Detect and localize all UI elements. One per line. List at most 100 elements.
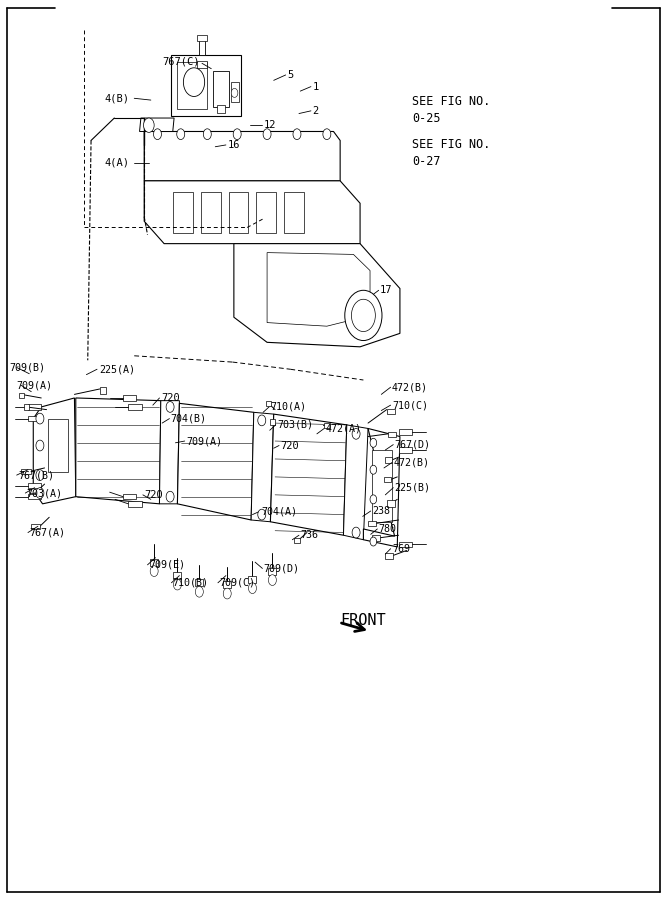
Text: 767(B): 767(B) bbox=[18, 470, 54, 480]
Bar bbox=[387, 500, 395, 508]
Bar bbox=[293, 538, 300, 544]
Bar bbox=[173, 572, 181, 580]
Bar bbox=[284, 193, 304, 233]
Text: 709(C): 709(C) bbox=[219, 578, 255, 588]
Bar bbox=[195, 580, 203, 587]
Circle shape bbox=[153, 129, 161, 140]
Circle shape bbox=[345, 291, 382, 340]
Polygon shape bbox=[144, 131, 340, 181]
Bar bbox=[197, 60, 207, 68]
Bar bbox=[128, 501, 141, 507]
Text: 225(A): 225(A) bbox=[99, 364, 135, 374]
Bar bbox=[21, 469, 31, 474]
Bar bbox=[372, 536, 380, 541]
Circle shape bbox=[370, 495, 377, 504]
Circle shape bbox=[36, 470, 44, 481]
Circle shape bbox=[293, 129, 301, 140]
Polygon shape bbox=[364, 428, 400, 547]
Bar bbox=[388, 432, 396, 437]
Text: 736: 736 bbox=[300, 530, 318, 540]
Bar bbox=[173, 193, 193, 233]
Bar bbox=[231, 82, 239, 102]
Text: 710(A): 710(A) bbox=[270, 402, 306, 412]
Text: 767(A): 767(A) bbox=[29, 527, 65, 537]
Polygon shape bbox=[267, 253, 370, 326]
Bar bbox=[223, 581, 231, 589]
Bar bbox=[399, 429, 412, 435]
Bar bbox=[99, 387, 106, 394]
Text: 709(D): 709(D) bbox=[263, 563, 299, 573]
Text: 225(B): 225(B) bbox=[395, 482, 431, 492]
Circle shape bbox=[233, 129, 241, 140]
Text: 780: 780 bbox=[379, 524, 397, 534]
Bar bbox=[128, 404, 141, 410]
Polygon shape bbox=[139, 118, 174, 131]
Circle shape bbox=[263, 129, 271, 140]
Circle shape bbox=[177, 129, 185, 140]
Bar bbox=[268, 568, 276, 575]
Text: 12: 12 bbox=[263, 121, 276, 130]
Bar bbox=[399, 542, 412, 547]
Bar bbox=[386, 457, 392, 463]
Bar bbox=[150, 559, 158, 566]
Polygon shape bbox=[270, 414, 347, 536]
Text: 703(A): 703(A) bbox=[27, 488, 63, 498]
Text: 5: 5 bbox=[287, 70, 293, 80]
Circle shape bbox=[370, 465, 377, 474]
Text: 0-27: 0-27 bbox=[412, 155, 440, 167]
Text: 17: 17 bbox=[380, 285, 392, 295]
Text: 720: 720 bbox=[144, 490, 163, 500]
Polygon shape bbox=[344, 425, 368, 540]
Text: 0-25: 0-25 bbox=[412, 112, 440, 124]
Bar bbox=[399, 447, 412, 453]
Text: 769: 769 bbox=[392, 544, 410, 554]
Circle shape bbox=[223, 589, 231, 598]
Bar bbox=[19, 392, 24, 398]
Text: 472(A): 472(A) bbox=[325, 424, 362, 434]
Circle shape bbox=[257, 415, 265, 426]
Circle shape bbox=[268, 575, 276, 586]
Text: 767(C): 767(C) bbox=[162, 57, 199, 67]
Bar bbox=[29, 488, 39, 493]
Text: 709(E): 709(E) bbox=[149, 560, 185, 570]
Circle shape bbox=[203, 129, 211, 140]
Bar bbox=[387, 409, 395, 414]
Text: 2: 2 bbox=[312, 106, 319, 116]
Circle shape bbox=[173, 580, 181, 590]
Text: 767(D): 767(D) bbox=[395, 439, 431, 450]
Bar bbox=[28, 404, 41, 410]
Circle shape bbox=[183, 68, 205, 96]
Bar bbox=[368, 521, 376, 526]
Circle shape bbox=[370, 537, 377, 546]
Text: 4(A): 4(A) bbox=[104, 158, 129, 168]
Bar bbox=[201, 193, 221, 233]
Circle shape bbox=[352, 527, 360, 538]
Bar bbox=[28, 494, 41, 500]
Polygon shape bbox=[177, 403, 253, 520]
Text: 4(B): 4(B) bbox=[104, 94, 129, 104]
Bar bbox=[28, 483, 41, 489]
Text: 710(B): 710(B) bbox=[173, 578, 209, 588]
Polygon shape bbox=[234, 244, 400, 346]
Text: 1: 1 bbox=[312, 82, 319, 92]
Bar bbox=[265, 400, 271, 406]
Circle shape bbox=[166, 401, 174, 412]
Text: SEE FIG NO.: SEE FIG NO. bbox=[412, 139, 490, 151]
Bar bbox=[171, 55, 241, 116]
Bar bbox=[123, 494, 136, 500]
Bar bbox=[386, 554, 394, 559]
Bar bbox=[384, 477, 391, 482]
Circle shape bbox=[249, 583, 256, 594]
Circle shape bbox=[370, 438, 377, 447]
Bar bbox=[123, 395, 136, 400]
Bar bbox=[324, 423, 329, 428]
Text: 238: 238 bbox=[372, 506, 390, 516]
Bar bbox=[197, 35, 207, 40]
Polygon shape bbox=[144, 181, 360, 244]
Bar bbox=[199, 39, 205, 55]
Bar bbox=[48, 418, 68, 472]
Bar bbox=[229, 193, 249, 233]
Text: 704(A): 704(A) bbox=[261, 506, 297, 516]
Text: 703(B): 703(B) bbox=[277, 420, 313, 430]
Text: 472(B): 472(B) bbox=[394, 457, 430, 468]
